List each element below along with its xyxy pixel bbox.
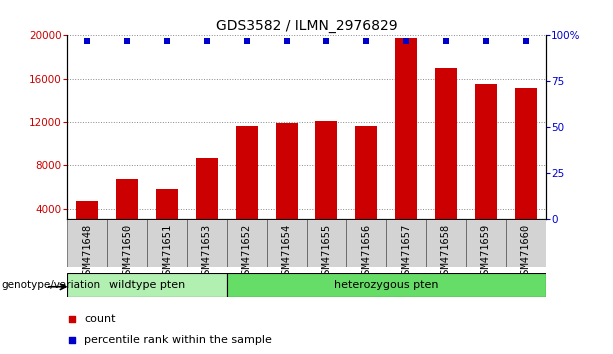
Text: wildtype pten: wildtype pten xyxy=(109,280,185,290)
Point xyxy=(402,38,411,44)
Text: GSM471648: GSM471648 xyxy=(82,223,93,280)
Point xyxy=(322,38,332,44)
Point xyxy=(441,38,451,44)
Bar xyxy=(67,273,227,297)
Bar xyxy=(227,273,546,297)
Point xyxy=(202,38,212,44)
Text: GSM471654: GSM471654 xyxy=(281,223,292,280)
Text: percentile rank within the sample: percentile rank within the sample xyxy=(84,335,272,345)
Bar xyxy=(506,219,546,267)
Title: GDS3582 / ILMN_2976829: GDS3582 / ILMN_2976829 xyxy=(216,19,397,33)
Point xyxy=(481,38,491,44)
Point xyxy=(123,38,132,44)
Point xyxy=(520,38,530,44)
Text: GSM471660: GSM471660 xyxy=(520,223,531,280)
Bar xyxy=(77,201,98,252)
Text: GSM471652: GSM471652 xyxy=(242,223,252,280)
Bar xyxy=(236,126,257,252)
Point xyxy=(82,38,93,44)
Point xyxy=(282,38,292,44)
Bar xyxy=(196,158,218,252)
Point xyxy=(362,38,371,44)
Bar xyxy=(306,219,346,267)
Text: GSM471650: GSM471650 xyxy=(122,223,132,280)
Bar xyxy=(466,219,506,267)
Point xyxy=(345,230,355,235)
Bar xyxy=(276,123,297,252)
Point xyxy=(345,37,355,42)
Text: GSM471659: GSM471659 xyxy=(481,223,491,280)
Text: genotype/variation: genotype/variation xyxy=(1,280,101,290)
Bar xyxy=(475,84,497,252)
Bar xyxy=(187,219,227,267)
Text: GSM471658: GSM471658 xyxy=(441,223,451,280)
Bar xyxy=(67,219,107,267)
Point xyxy=(162,38,172,44)
Text: GSM471657: GSM471657 xyxy=(401,223,411,280)
Bar xyxy=(227,219,267,267)
Bar xyxy=(435,68,457,252)
Bar xyxy=(356,126,377,252)
Text: GSM471653: GSM471653 xyxy=(202,223,212,280)
Bar xyxy=(316,121,337,252)
Bar xyxy=(426,219,466,267)
Bar xyxy=(267,219,306,267)
Bar xyxy=(395,38,417,252)
Text: heterozygous pten: heterozygous pten xyxy=(334,280,438,290)
Bar xyxy=(386,219,426,267)
Bar xyxy=(147,219,187,267)
Bar xyxy=(346,219,386,267)
Text: count: count xyxy=(84,314,116,324)
Point xyxy=(242,38,252,44)
Bar xyxy=(116,179,138,252)
Text: GSM471655: GSM471655 xyxy=(321,223,332,280)
Bar xyxy=(156,189,178,252)
Bar xyxy=(107,219,147,267)
Text: GSM471651: GSM471651 xyxy=(162,223,172,280)
Bar xyxy=(515,88,536,252)
Text: GSM471656: GSM471656 xyxy=(361,223,371,280)
